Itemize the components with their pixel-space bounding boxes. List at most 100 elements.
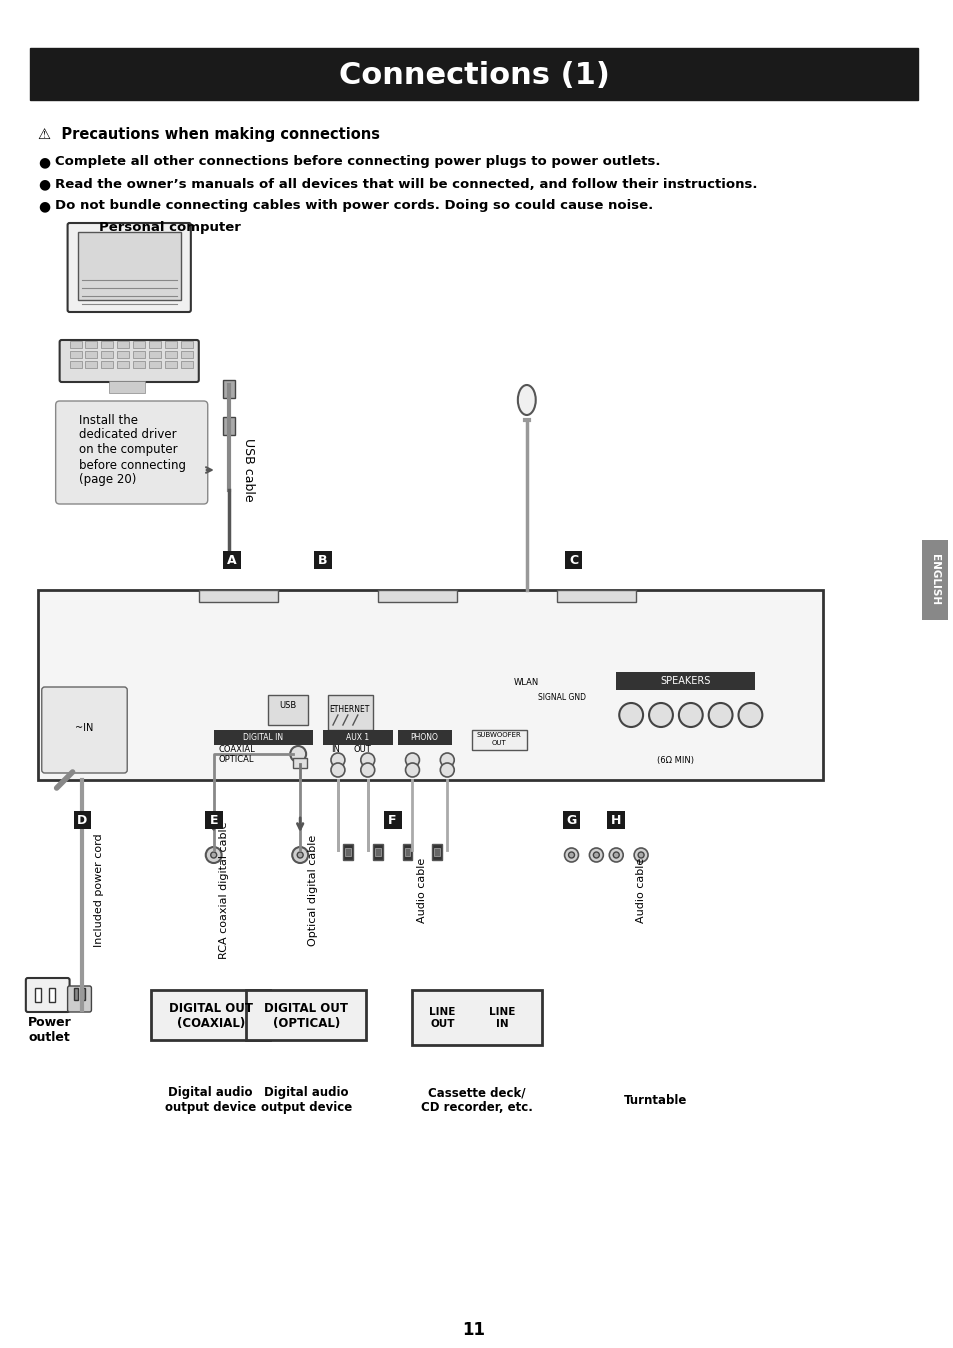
- Bar: [117, 350, 129, 359]
- Bar: [70, 361, 81, 368]
- Circle shape: [568, 852, 574, 857]
- Text: 11: 11: [462, 1321, 485, 1339]
- Bar: [373, 844, 382, 860]
- Bar: [165, 361, 176, 368]
- Bar: [86, 341, 97, 348]
- Bar: [181, 350, 193, 359]
- Text: ●: ●: [38, 155, 50, 168]
- Circle shape: [609, 848, 622, 861]
- Text: Connections (1): Connections (1): [338, 62, 609, 90]
- Bar: [151, 989, 270, 1041]
- Text: SIGNAL GND: SIGNAL GND: [537, 693, 585, 702]
- Circle shape: [297, 852, 303, 857]
- Bar: [375, 848, 380, 856]
- FancyArrowPatch shape: [56, 772, 72, 789]
- Circle shape: [292, 847, 308, 863]
- Circle shape: [360, 754, 375, 767]
- Bar: [404, 848, 410, 856]
- Text: Audio cable: Audio cable: [636, 857, 645, 922]
- Bar: [117, 341, 129, 348]
- Bar: [222, 417, 234, 435]
- Text: USB: USB: [279, 701, 296, 709]
- FancyBboxPatch shape: [60, 340, 198, 381]
- Text: LINE
IN: LINE IN: [488, 1007, 515, 1029]
- Text: A: A: [227, 554, 236, 566]
- Text: Personal computer: Personal computer: [99, 221, 241, 235]
- Text: OPTICAL: OPTICAL: [218, 755, 253, 764]
- Bar: [101, 350, 113, 359]
- FancyBboxPatch shape: [68, 985, 91, 1012]
- Text: Read the owner’s manuals of all devices that will be connected, and follow their: Read the owner’s manuals of all devices …: [54, 178, 757, 190]
- Bar: [342, 844, 353, 860]
- Bar: [198, 590, 278, 603]
- Text: Included power cord: Included power cord: [94, 833, 104, 946]
- Circle shape: [211, 852, 216, 857]
- Text: OUT: OUT: [354, 745, 372, 754]
- Bar: [616, 673, 755, 690]
- Bar: [117, 361, 129, 368]
- Bar: [30, 49, 918, 100]
- Bar: [383, 811, 401, 829]
- Bar: [472, 731, 526, 749]
- Bar: [165, 341, 176, 348]
- Bar: [70, 350, 81, 359]
- Text: C: C: [568, 554, 578, 566]
- Text: AUX 1: AUX 1: [346, 733, 369, 743]
- Bar: [222, 551, 240, 569]
- Circle shape: [738, 704, 761, 727]
- Text: ●: ●: [38, 177, 50, 191]
- Bar: [345, 848, 351, 856]
- Circle shape: [648, 704, 672, 727]
- Bar: [149, 341, 161, 348]
- Text: ETHERNET: ETHERNET: [330, 705, 370, 714]
- Text: Install the
dedicated driver
on the computer
before connecting
(page 20): Install the dedicated driver on the comp…: [78, 414, 186, 487]
- Bar: [149, 361, 161, 368]
- Circle shape: [440, 763, 454, 776]
- Text: Optical digital cable: Optical digital cable: [308, 834, 317, 946]
- Bar: [556, 590, 636, 603]
- Text: ENGLISH: ENGLISH: [929, 554, 940, 605]
- Bar: [922, 541, 947, 620]
- Bar: [293, 758, 307, 768]
- Text: SUBWOOFER: SUBWOOFER: [476, 732, 520, 737]
- Text: Audio cable: Audio cable: [417, 857, 427, 922]
- Bar: [73, 988, 77, 1000]
- Bar: [149, 350, 161, 359]
- FancyBboxPatch shape: [68, 222, 191, 311]
- Bar: [328, 696, 373, 731]
- Bar: [434, 848, 440, 856]
- Circle shape: [206, 847, 221, 863]
- Ellipse shape: [517, 386, 536, 415]
- Bar: [34, 988, 41, 1002]
- Text: IN: IN: [331, 745, 339, 754]
- Circle shape: [593, 852, 598, 857]
- Text: Complete all other connections before connecting power plugs to power outlets.: Complete all other connections before co…: [54, 155, 659, 168]
- Circle shape: [331, 754, 345, 767]
- Bar: [70, 341, 81, 348]
- Text: ~IN: ~IN: [75, 723, 93, 733]
- Circle shape: [405, 754, 419, 767]
- Bar: [432, 844, 442, 860]
- Bar: [81, 988, 86, 1000]
- Circle shape: [331, 763, 345, 776]
- Circle shape: [634, 848, 647, 861]
- Text: ●: ●: [38, 200, 50, 213]
- Text: Digital audio
output device: Digital audio output device: [260, 1086, 352, 1113]
- Bar: [222, 380, 234, 398]
- Bar: [268, 696, 308, 725]
- FancyBboxPatch shape: [55, 400, 208, 504]
- Text: OUT: OUT: [491, 740, 506, 745]
- Circle shape: [708, 704, 732, 727]
- Text: USB cable: USB cable: [241, 438, 254, 501]
- Text: ⚠  Precautions when making connections: ⚠ Precautions when making connections: [38, 128, 379, 143]
- Circle shape: [638, 852, 643, 857]
- Bar: [110, 381, 145, 394]
- Text: DIGITAL OUT
(OPTICAL): DIGITAL OUT (OPTICAL): [264, 1002, 348, 1030]
- Bar: [564, 551, 582, 569]
- Circle shape: [440, 754, 454, 767]
- Text: DIGITAL IN: DIGITAL IN: [243, 733, 283, 743]
- Bar: [86, 350, 97, 359]
- Circle shape: [589, 848, 602, 861]
- Text: Turntable: Turntable: [623, 1093, 687, 1107]
- Circle shape: [564, 848, 578, 861]
